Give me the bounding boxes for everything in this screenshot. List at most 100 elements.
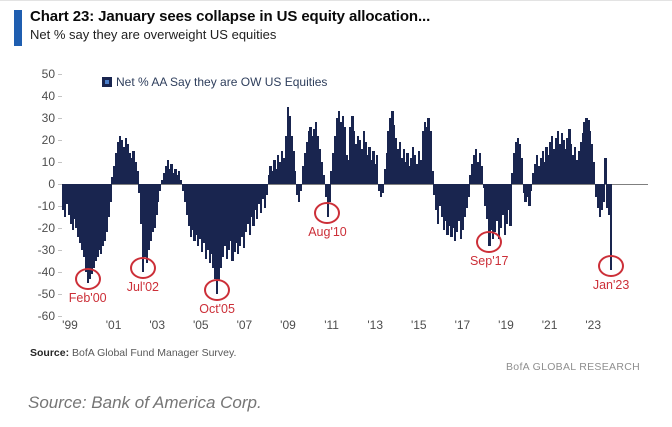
annotation-label: Sep'17: [469, 253, 509, 268]
bar: [92, 184, 95, 268]
bar: [330, 170, 333, 184]
title-accent-bar: [14, 10, 22, 46]
bar: [425, 126, 428, 184]
x-axis-label: '07: [236, 318, 253, 332]
bar: [103, 184, 107, 242]
bar: [448, 184, 451, 226]
annotation-label: Jan'23: [592, 277, 630, 292]
bar: [160, 179, 164, 184]
x-axis-label: '19: [498, 318, 514, 332]
bar: [376, 155, 379, 184]
bar: [522, 184, 525, 193]
bar: [187, 184, 190, 226]
bar: [317, 135, 320, 184]
bar: [250, 184, 253, 217]
bar: [219, 184, 223, 268]
bar: [82, 184, 86, 257]
bar: [419, 159, 423, 184]
bar: [581, 133, 584, 184]
legend-square-icon: [102, 77, 112, 87]
bar: [459, 184, 463, 239]
bar: [587, 120, 590, 184]
bar: [381, 184, 385, 193]
brand-text: BofA GLOBAL RESEARCH: [506, 361, 640, 373]
bar: [238, 184, 242, 246]
bar: [256, 184, 259, 220]
annotation-label: Aug'10: [308, 225, 347, 239]
bar: [145, 184, 149, 264]
bar: [410, 157, 413, 184]
bar: [176, 175, 179, 184]
bar: [65, 184, 69, 204]
bar: [155, 184, 158, 215]
y-axis-label: 0: [48, 177, 55, 191]
annotation-circle: [74, 268, 101, 290]
bar: [328, 184, 331, 202]
annotation-label: Feb'00: [68, 291, 107, 305]
bar: [583, 122, 586, 184]
bar: [113, 166, 116, 184]
bar: [320, 162, 324, 184]
bar: [124, 137, 128, 184]
bar: [402, 148, 405, 184]
bar: [600, 184, 603, 211]
bar: [77, 184, 80, 237]
bar: [556, 131, 560, 184]
bar: [86, 184, 90, 283]
bar: [461, 184, 464, 231]
bar: [379, 184, 383, 198]
bar: [435, 184, 438, 211]
bar: [128, 153, 131, 184]
bar: [63, 184, 67, 217]
bar: [254, 184, 257, 211]
bar: [398, 142, 402, 184]
bar: [199, 184, 202, 239]
y-axis-label: 40: [41, 89, 55, 103]
bar: [514, 142, 518, 184]
bar: [513, 153, 516, 184]
bar: [415, 164, 419, 184]
bar: [406, 153, 409, 184]
bar: [151, 184, 154, 233]
x-axis-label: '03: [149, 318, 165, 332]
bar: [166, 159, 169, 184]
source-label: Source:: [30, 347, 70, 359]
bar: [94, 184, 97, 261]
bar: [476, 162, 480, 184]
bar: [303, 153, 306, 184]
bar: [170, 164, 173, 184]
bar: [181, 184, 185, 191]
bar: [511, 173, 514, 184]
bar: [564, 148, 567, 184]
bar: [337, 111, 341, 184]
bar: [115, 153, 118, 184]
bar: [81, 184, 84, 250]
y-axis-label: 50: [41, 67, 55, 81]
bar: [313, 129, 316, 184]
bar: [577, 151, 581, 184]
bar: [463, 184, 466, 217]
bar: [318, 148, 322, 184]
bar: [322, 175, 326, 184]
y-axis-tick: [58, 294, 62, 295]
bar: [214, 184, 217, 279]
bar: [248, 184, 251, 235]
y-axis-label: 30: [41, 111, 55, 125]
bar: [438, 184, 442, 206]
bar: [543, 162, 546, 184]
bar: [67, 184, 70, 215]
bar: [505, 184, 508, 224]
bar: [62, 184, 65, 211]
bar: [244, 184, 247, 233]
bar: [579, 142, 582, 184]
y-axis-label: -10: [37, 199, 55, 213]
bar: [591, 144, 594, 184]
bar: [408, 166, 411, 184]
bar: [267, 175, 270, 184]
bar: [480, 166, 483, 184]
bar: [258, 184, 261, 204]
bar: [168, 168, 171, 184]
bar: [280, 151, 284, 184]
y-axis-tick: [58, 140, 62, 141]
